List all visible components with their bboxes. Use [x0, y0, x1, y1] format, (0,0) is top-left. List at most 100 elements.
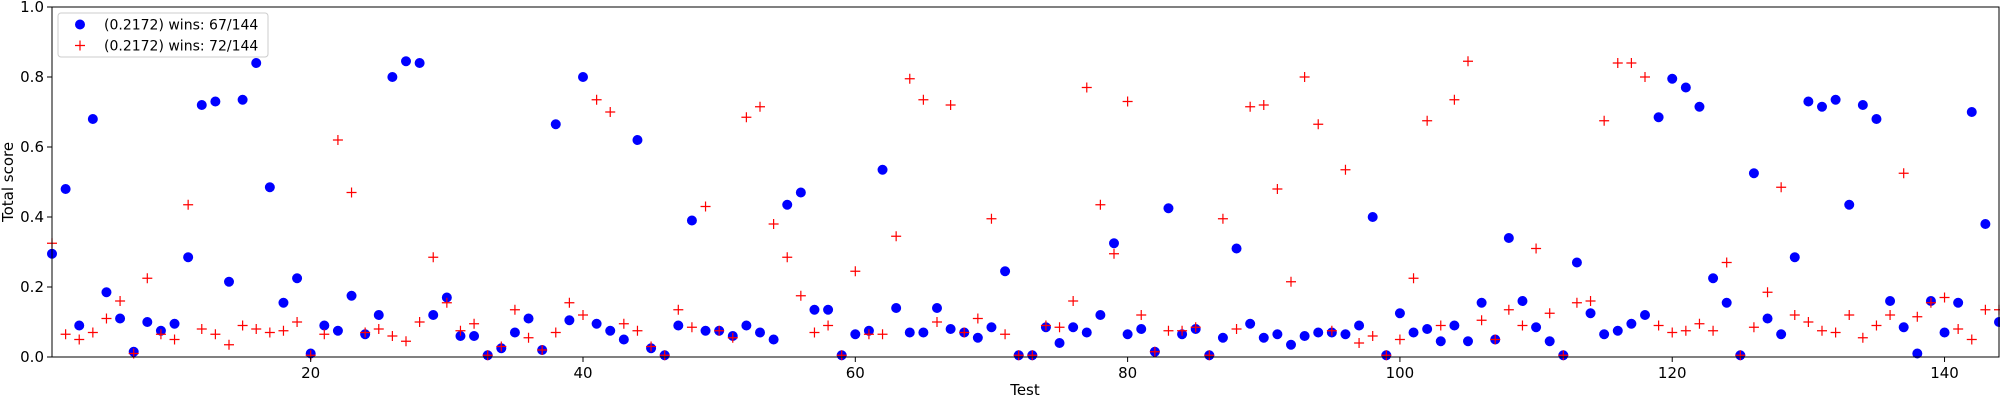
- data-point-plus: [1381, 350, 1392, 361]
- data-point-plus: [591, 94, 602, 105]
- data-point-plus: [523, 332, 534, 343]
- data-point-plus: [1258, 100, 1269, 110]
- data-point-circle: [1912, 348, 1923, 359]
- legend-entry-red: (0.2172) wins: 72/144: [104, 39, 258, 55]
- data-point-circle: [700, 325, 711, 336]
- data-point-plus: [823, 320, 834, 331]
- data-point-plus: [1803, 317, 1814, 327]
- data-point-plus: [1626, 58, 1637, 68]
- data-point-circle: [1585, 308, 1596, 319]
- data-point-circle: [1640, 310, 1650, 320]
- data-point-circle: [904, 327, 915, 338]
- data-point-plus: [210, 329, 221, 340]
- data-point-plus: [1149, 346, 1160, 357]
- data-point-plus: [1680, 325, 1691, 336]
- data-point-plus: [1013, 350, 1024, 361]
- data-point-circle: [251, 58, 262, 68]
- data-point-plus: [319, 329, 330, 340]
- data-point-plus: [1000, 329, 1011, 340]
- data-point-circle: [877, 164, 888, 175]
- data-point-plus: [1095, 199, 1106, 210]
- data-point-circle: [986, 322, 997, 333]
- data-point-circle: [1953, 297, 1964, 308]
- data-point-circle: [115, 313, 126, 324]
- data-point-circle: [1435, 336, 1446, 347]
- data-point-circle: [1408, 327, 1419, 338]
- data-point-plus: [782, 252, 793, 263]
- data-point-circle: [1680, 82, 1691, 93]
- data-point-circle: [264, 182, 275, 193]
- data-point-plus: [809, 327, 820, 338]
- data-point-circle: [237, 94, 248, 105]
- data-point-circle: [1939, 327, 1950, 338]
- data-point-plus: [1898, 168, 1909, 179]
- data-point-plus: [60, 329, 71, 340]
- data-point-circle: [1367, 212, 1378, 222]
- data-point-plus: [1326, 325, 1337, 336]
- data-point-plus: [1490, 334, 1501, 345]
- data-point-plus: [1748, 322, 1759, 333]
- data-point-circle: [1517, 296, 1528, 306]
- data-point-circle: [1463, 336, 1473, 347]
- data-point-circle: [1612, 325, 1623, 336]
- data-point-plus: [1394, 334, 1405, 345]
- data-point-plus: [700, 201, 711, 212]
- data-point-plus: [360, 327, 371, 338]
- data-point-circle: [1109, 238, 1119, 249]
- data-point-circle: [1898, 322, 1909, 333]
- data-point-plus: [251, 324, 262, 334]
- data-point-plus: [509, 304, 520, 315]
- data-point-plus: [1503, 304, 1514, 315]
- data-point-circle: [1653, 112, 1664, 123]
- data-point-circle: [795, 187, 806, 198]
- data-point-plus: [578, 310, 588, 320]
- data-point-circle: [387, 72, 398, 82]
- data-point-circle: [224, 276, 234, 287]
- data-point-circle: [60, 184, 71, 194]
- data-point-circle: [1136, 324, 1147, 334]
- data-point-plus: [904, 73, 915, 84]
- data-point-circle: [1068, 322, 1079, 333]
- data-point-plus: [1762, 287, 1773, 298]
- data-point-circle: [142, 317, 153, 327]
- data-point-circle: [509, 327, 520, 338]
- data-point-circle: [332, 325, 343, 336]
- data-point-circle: [605, 325, 616, 336]
- data-point-circle: [850, 329, 861, 340]
- data-point-circle: [1245, 318, 1256, 329]
- data-point-circle: [1571, 257, 1582, 268]
- data-point-circle: [1708, 273, 1719, 284]
- data-point-plus: [1313, 119, 1324, 130]
- data-point-plus: [1830, 327, 1841, 338]
- data-point-circle: [1163, 203, 1174, 214]
- data-point-circle: [1789, 252, 1800, 263]
- data-point-plus: [768, 219, 779, 229]
- data-point-plus: [1476, 315, 1487, 326]
- data-point-plus: [1980, 304, 1991, 315]
- data-point-plus: [877, 329, 888, 340]
- data-point-plus: [891, 231, 902, 242]
- x-tick-label: 100: [1386, 364, 1415, 382]
- data-point-circle: [1748, 168, 1759, 179]
- data-point-plus: [1054, 322, 1065, 333]
- data-point-plus: [836, 350, 847, 361]
- data-point-circle: [1340, 329, 1351, 340]
- data-point-circle: [1231, 243, 1242, 254]
- data-point-circle: [1122, 329, 1133, 340]
- data-point-circle: [1313, 327, 1324, 338]
- data-point-plus: [101, 313, 112, 324]
- data-point-plus: [1871, 320, 1882, 331]
- legend-plus-marker-icon: [75, 40, 85, 51]
- data-point-plus: [1599, 115, 1610, 126]
- data-point-plus: [959, 327, 970, 338]
- data-point-plus: [1463, 56, 1473, 67]
- data-point-plus: [1531, 243, 1542, 254]
- data-point-plus: [169, 334, 180, 345]
- data-point-plus: [115, 296, 126, 306]
- data-point-plus: [1721, 257, 1732, 268]
- data-point-plus: [1068, 296, 1079, 306]
- data-point-circle: [823, 304, 834, 315]
- data-point-plus: [346, 187, 357, 198]
- data-point-plus: [428, 252, 439, 263]
- data-point-plus: [1571, 297, 1582, 308]
